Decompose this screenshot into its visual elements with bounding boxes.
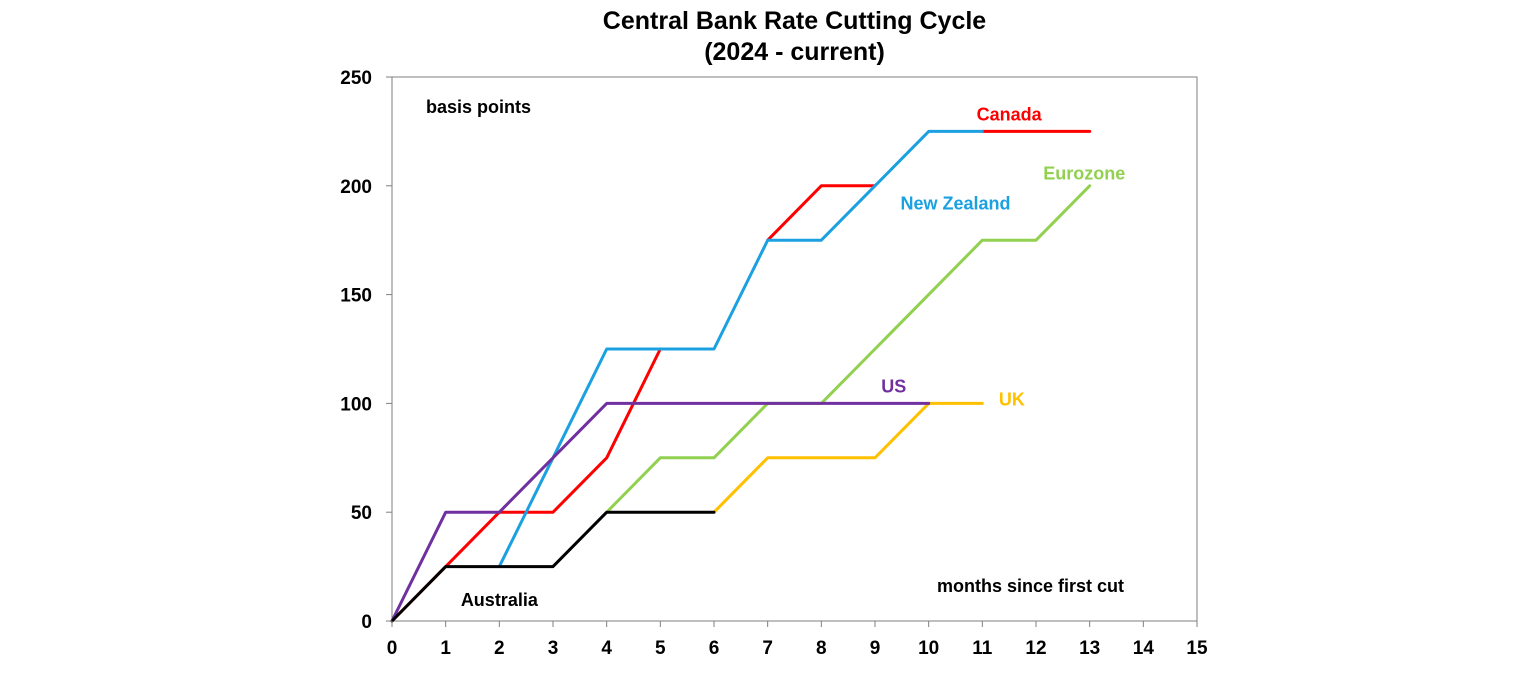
y-tick-label: 50	[351, 503, 372, 524]
plot-area-frame	[391, 76, 1198, 622]
x-tick-label: 14	[1133, 638, 1155, 659]
x-tick-label: 1	[440, 638, 451, 659]
x-tick-label: 2	[494, 638, 505, 659]
x-tick-label: 7	[762, 638, 773, 659]
series-lines	[390, 129, 1092, 623]
y-tick-label: 150	[340, 286, 372, 307]
series-label-canada: Canada	[977, 105, 1043, 125]
x-tick-label: 5	[655, 638, 666, 659]
chart-subtitle-line: (2024 - current)	[704, 38, 885, 66]
series-label-eurozone: Eurozone	[1043, 163, 1125, 183]
series-label-uk: UK	[999, 390, 1025, 410]
y-tick-label: 250	[340, 68, 372, 89]
y-axis-label: basis points	[426, 97, 531, 117]
chart-title-line: Central Bank Rate Cutting Cycle	[602, 7, 987, 35]
x-tick-label: 13	[1079, 638, 1100, 659]
x-tick-label: 3	[548, 638, 559, 659]
y-tick-label: 0	[361, 612, 372, 633]
x-axis-label: months since first cut	[937, 576, 1124, 596]
x-tick-label: 10	[918, 638, 939, 659]
series-line-us	[390, 401, 931, 623]
series-labels: Canada New Zealand Eurozone US UK Australia	[461, 105, 1125, 610]
y-tick-label: 200	[340, 177, 372, 198]
x-tick-label: 6	[709, 638, 720, 659]
series-line-new-zealand	[497, 129, 984, 569]
x-tick-label: 12	[1025, 638, 1046, 659]
series-line-canada	[766, 184, 877, 242]
series-line-eurozone	[605, 184, 1092, 514]
chart-title: Central Bank Rate Cutting Cycle (2024 - …	[392, 6, 1197, 68]
x-tick-label: 15	[1186, 638, 1208, 659]
x-tick-label: 8	[816, 638, 827, 659]
x-tick-label: 4	[601, 638, 612, 659]
series-line-australia	[390, 510, 716, 623]
x-tick-label: 11	[972, 638, 993, 659]
series-line-uk	[712, 401, 984, 514]
y-tick-label: 100	[340, 394, 372, 415]
series-label-us: US	[881, 377, 906, 397]
series-label-new-zealand: New Zealand	[900, 194, 1010, 214]
x-tick-label: 0	[387, 638, 398, 659]
x-tick-label: 9	[870, 638, 881, 659]
series-label-australia: Australia	[461, 590, 539, 610]
